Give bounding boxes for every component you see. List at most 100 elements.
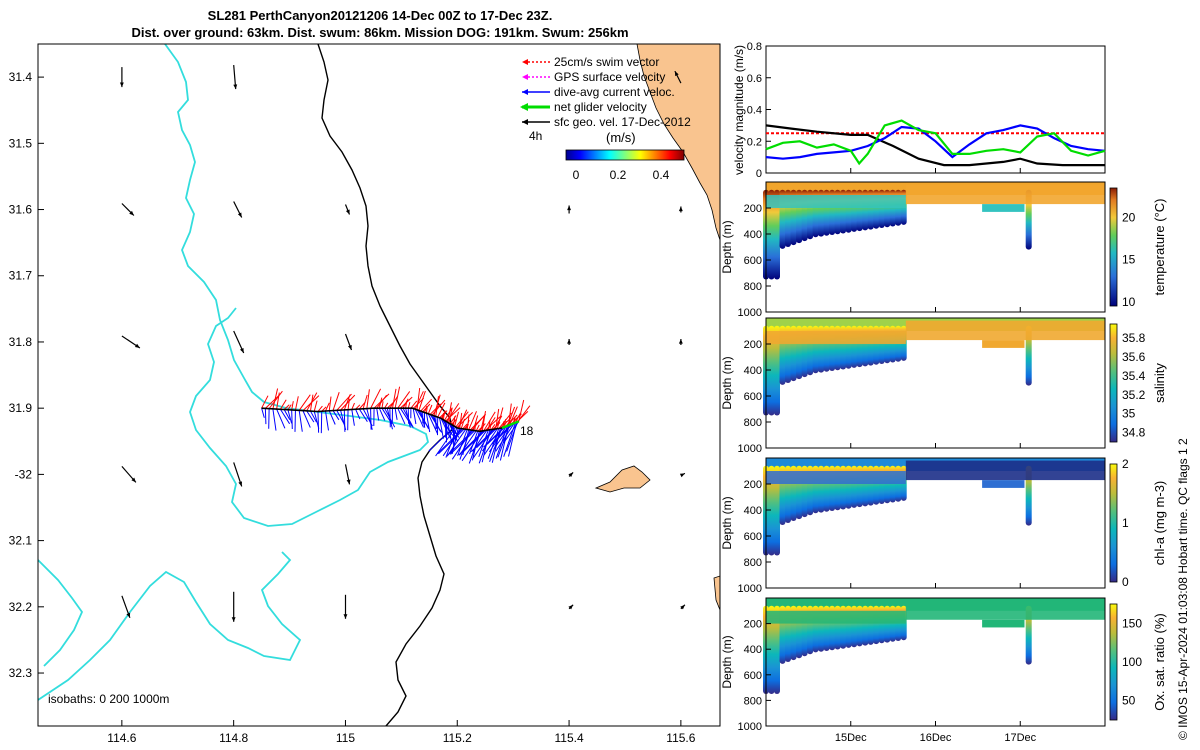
dive-current-mark [306, 410, 315, 423]
swim-vector-mark [508, 403, 512, 426]
swim-vector-mark [489, 423, 492, 430]
map-x-tick-label: 114.6 [107, 731, 136, 745]
dive-current-mark [394, 408, 398, 420]
heatmap-shelf-section [982, 204, 1025, 212]
heatmap-shallow-section [905, 460, 1105, 481]
swim-vector-mark [298, 394, 311, 411]
heatmap-mid-layer [766, 331, 906, 344]
map-y-tick-label: 32.1 [9, 534, 33, 548]
map-x-tick-label: 114.8 [219, 731, 248, 745]
dive-current-mark [489, 427, 503, 462]
swim-vector-mark [332, 392, 340, 411]
map-x-tick-label: 115.6 [666, 731, 695, 745]
geo-arrow-head [119, 82, 124, 88]
depth-tick-label: 200 [744, 619, 762, 631]
heatmap-panel: 200 400 600 800 1000 Depth (m) 0 1 2 chl-a (mg m-… [720, 457, 1167, 595]
swim-vector-mark [480, 416, 485, 432]
swim-vector-mark [448, 407, 453, 424]
map-y-tick-label: 31.7 [9, 269, 33, 283]
depth-tick-label: 400 [744, 644, 762, 656]
map-y-tick-label: 31.5 [9, 136, 33, 150]
colorbar-tick-label: 34.8 [1122, 426, 1146, 440]
dive-current-mark [497, 424, 511, 458]
geo-arrow-head [678, 339, 683, 344]
dive-current-mark [476, 428, 497, 449]
dive-current-mark [435, 426, 457, 457]
dive-current-mark [279, 409, 291, 425]
dive-current-mark [449, 430, 476, 455]
depth-tick-label: 200 [744, 203, 762, 215]
swim-vector-mark [317, 405, 323, 412]
depth-tick-label: 600 [744, 391, 762, 403]
swim-vector-mark [416, 387, 421, 410]
swim-vector-mark [420, 398, 432, 412]
heatmap-shallow-section [905, 600, 1105, 620]
time-tick-label: 15Dec [835, 732, 867, 744]
swim-vector-mark [495, 408, 500, 430]
swim-vector-mark [276, 392, 280, 410]
swim-vector-mark [261, 395, 269, 409]
colorbar-tick-label: 0 [1122, 575, 1129, 589]
colorbar-side-label: 4h [529, 129, 542, 143]
map-y-tick-label: 31.4 [9, 70, 33, 84]
time-axis: 15Dec 16Dec 17Dec [835, 168, 1037, 744]
swim-vector-mark [287, 404, 292, 411]
colorbar-label: chl-a (mg m-3) [1152, 481, 1167, 566]
velocity-y-tick-label: 0.4 [747, 105, 762, 117]
depth-tick-label: 400 [744, 229, 762, 241]
figure-title-line2: Dist. over ground: 63km. Dist. swum: 86k… [131, 25, 629, 40]
sfc-geo-velocity-arrows [119, 65, 686, 622]
geo-arrow-head [348, 345, 352, 350]
dive-current-mark [317, 411, 320, 433]
heatmap-mid-layer [766, 195, 906, 208]
swim-vector-mark [410, 400, 418, 409]
heatmap-colorbar [1109, 463, 1118, 583]
colorbar-tick: 0.2 [610, 168, 627, 182]
dive-current-mark [418, 410, 430, 430]
figure-title-line1: SL281 PerthCanyon20121206 14-Dec 00Z to … [207, 8, 553, 23]
swim-vector-mark [468, 411, 477, 430]
dive-current-mark [399, 407, 413, 427]
geo-arrow-head [240, 348, 244, 353]
swim-vector-mark [457, 409, 468, 429]
velocity-y-tick-label: 0.6 [747, 73, 762, 85]
dive-current-mark [378, 407, 386, 421]
swim-vector-mark [283, 404, 290, 410]
heatmap-ylabel: Depth (m) [720, 220, 734, 273]
depth-tick-label: 1000 [738, 443, 762, 455]
colorbar-title: (m/s) [606, 130, 636, 145]
geo-arrow-head [237, 212, 242, 218]
swim-vector-mark [462, 423, 468, 430]
dive-current-mark [261, 408, 265, 418]
legend-dive-avg: dive-avg current veloc. [522, 85, 675, 99]
swim-vector-mark [370, 388, 382, 409]
swim-vector-mark [402, 398, 409, 409]
geo-arrow-head [231, 617, 236, 622]
colorbar-label: temperature (°C) [1152, 199, 1167, 296]
legend-label-gps: GPS surface velocity [554, 70, 665, 84]
colorbar-tick-label: 2 [1122, 457, 1129, 471]
swim-vector-mark [431, 399, 446, 416]
swim-vector-mark [496, 407, 504, 429]
depth-tick-label: 800 [744, 417, 762, 429]
swim-vector-mark [441, 412, 445, 420]
swim-vector-mark [454, 411, 459, 427]
swim-vector-mark [427, 404, 433, 414]
depth-tick-label: 800 [744, 557, 762, 569]
geo-arrow-head [674, 71, 679, 77]
swim-vector-mark [340, 394, 356, 411]
geo-arrow-head [131, 477, 136, 483]
swim-vector-mark [481, 411, 486, 432]
colorbar-tick-label: 35.8 [1122, 331, 1146, 345]
glider-vector-field [261, 386, 531, 464]
dive-current-mark [469, 430, 479, 455]
map-x-axis: 114.6 114.8 115 115.2 115.4 115.6 [107, 720, 696, 745]
dive-current-mark [264, 408, 267, 425]
swim-vector-mark [362, 394, 368, 409]
dive-current-mark [483, 426, 505, 448]
geo-arrow-head [238, 481, 242, 487]
colorbar-tick: 0.4 [653, 168, 670, 182]
map-y-tick-label: 31.6 [9, 203, 33, 217]
depth-tick-label: 1000 [738, 721, 762, 733]
map-x-tick-label: 115.2 [443, 731, 472, 745]
